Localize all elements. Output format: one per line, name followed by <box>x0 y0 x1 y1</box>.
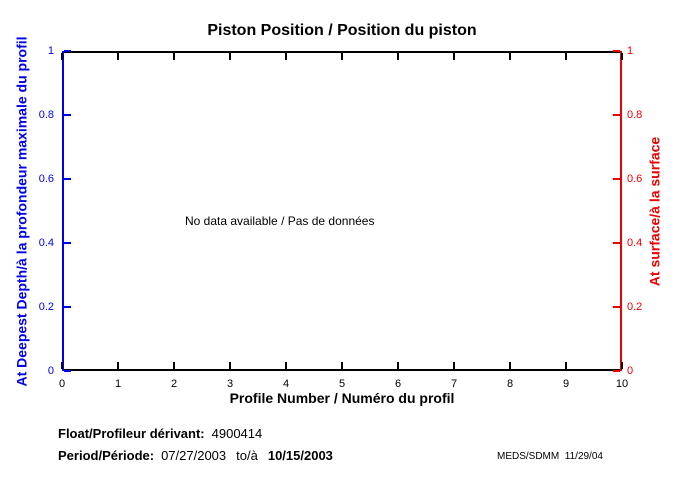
x-tick-bottom <box>117 362 119 369</box>
right-y-axis-spine <box>620 51 622 371</box>
left-y-tick <box>64 370 71 372</box>
left-y-tick-label: 0.2 <box>38 301 54 313</box>
left-y-axis-label: At Deepest Depth/à la profondeur maximal… <box>13 36 30 387</box>
x-tick-label: 1 <box>114 378 122 390</box>
x-tick-top <box>229 53 231 60</box>
footer-period-line: Period/Période: 07/27/2003 to/à 10/15/2003 <box>58 448 333 463</box>
left-y-tick <box>64 306 71 308</box>
x-tick-top <box>565 53 567 60</box>
x-tick-bottom <box>621 362 623 369</box>
left-y-tick-label: 0.4 <box>38 237 54 249</box>
x-tick-top <box>61 53 63 60</box>
right-y-tick-label: 0.8 <box>627 109 643 121</box>
x-tick-top <box>397 53 399 60</box>
x-tick-bottom <box>397 362 399 369</box>
left-y-tick <box>64 50 71 52</box>
x-tick-bottom <box>173 362 175 369</box>
x-tick-bottom <box>285 362 287 369</box>
right-y-tick-label: 0.6 <box>627 173 643 185</box>
right-y-tick <box>613 242 620 244</box>
right-y-tick <box>613 178 620 180</box>
right-y-tick-label: 1 <box>627 45 634 57</box>
footer-float-line: Float/Profileur dérivant: 4900414 <box>58 426 262 441</box>
x-tick-bottom <box>229 362 231 369</box>
x-tick-label: 2 <box>170 378 178 390</box>
right-y-tick-label: 0.4 <box>627 237 643 249</box>
x-tick-label: 7 <box>450 378 458 390</box>
x-tick-top <box>341 53 343 60</box>
period-end-date: 10/15/2003 <box>267 448 333 463</box>
right-y-tick <box>613 114 620 116</box>
x-tick-label: 6 <box>394 378 402 390</box>
left-y-tick <box>64 178 71 180</box>
left-y-axis-spine <box>62 51 64 371</box>
x-tick-label: 0 <box>58 378 66 390</box>
x-tick-label: 3 <box>226 378 234 390</box>
x-tick-label: 10 <box>615 378 629 390</box>
right-y-tick <box>613 370 620 372</box>
x-tick-bottom <box>341 362 343 369</box>
x-tick-bottom <box>565 362 567 369</box>
credit-text: MEDS/SDMM 11/29/04 <box>497 451 603 462</box>
right-y-axis-label: At surface/à la surface <box>646 136 663 287</box>
left-y-tick-label: 0.8 <box>38 109 54 121</box>
right-y-tick <box>613 50 620 52</box>
no-data-annotation: No data available / Pas de données <box>185 214 375 228</box>
x-tick-top <box>509 53 511 60</box>
x-tick-bottom <box>509 362 511 369</box>
x-tick-top <box>621 53 623 60</box>
x-tick-top <box>173 53 175 60</box>
x-tick-top <box>117 53 119 60</box>
x-tick-bottom <box>453 362 455 369</box>
period-label: Period/Période: <box>58 448 155 463</box>
x-tick-label: 4 <box>282 378 290 390</box>
chart-title: Piston Position / Position du piston <box>207 22 477 39</box>
period-to-text: to/à <box>236 448 258 463</box>
x-tick-top <box>285 53 287 60</box>
left-y-tick-label: 0 <box>47 365 54 377</box>
left-y-tick-label: 1 <box>47 45 54 57</box>
float-value: 4900414 <box>211 426 263 441</box>
x-tick-label: 8 <box>506 378 514 390</box>
left-y-tick-label: 0.6 <box>38 173 54 185</box>
right-y-tick-label: 0 <box>627 365 634 377</box>
x-axis-label: Profile Number / Numéro du profil <box>229 390 455 406</box>
x-tick-bottom <box>61 362 63 369</box>
float-label: Float/Profileur dérivant: <box>58 426 205 441</box>
right-y-tick-label: 0.2 <box>627 301 643 313</box>
left-y-tick <box>64 114 71 116</box>
x-tick-label: 5 <box>338 378 346 390</box>
left-y-tick <box>64 242 71 244</box>
plot-frame-bottom-spine <box>62 369 622 371</box>
right-y-tick <box>613 306 620 308</box>
plot-frame-top-spine <box>62 51 622 53</box>
x-tick-label: 9 <box>562 378 570 390</box>
x-tick-top <box>453 53 455 60</box>
period-start-date: 07/27/2003 <box>161 448 227 463</box>
